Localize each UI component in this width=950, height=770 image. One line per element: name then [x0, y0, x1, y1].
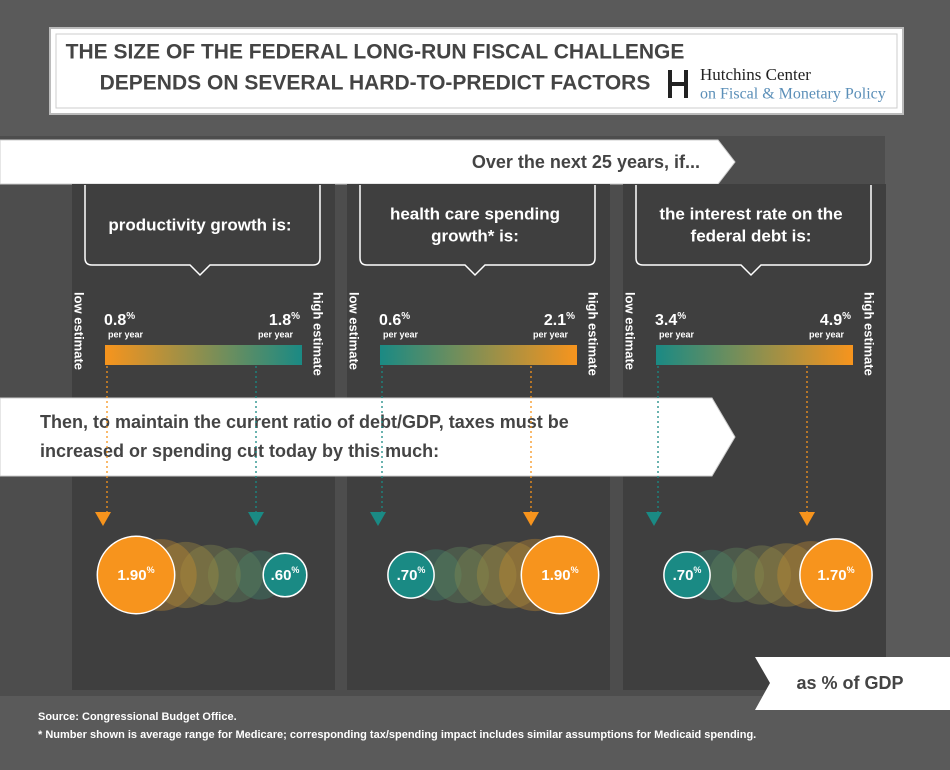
question: federal debt is:: [691, 226, 812, 245]
unit-note: as % of GDP: [796, 673, 903, 693]
question-bubble: [635, 185, 872, 277]
question: health care spending: [390, 204, 560, 223]
message-line: increased or spending cut today by this …: [40, 441, 439, 461]
title-line: THE SIZE OF THE FEDERAL LONG-RUN FISCAL …: [66, 41, 685, 64]
result-circle: [96, 535, 176, 615]
estimate-label: high estimate: [586, 292, 601, 376]
arrow: [95, 512, 111, 526]
result-label: .70%: [397, 565, 426, 584]
range-bar: [105, 345, 302, 365]
question: productivity growth is:: [108, 215, 291, 234]
org-name: Hutchins Center: [700, 65, 811, 84]
per-year: per year: [809, 329, 845, 339]
rate-unit: %: [126, 311, 135, 322]
per-year: per year: [258, 329, 294, 339]
result-value: 1.70: [817, 567, 846, 584]
result-label: 1.70%: [817, 565, 854, 584]
rate-value: 0.6: [379, 312, 401, 329]
per-year: per year: [383, 329, 419, 339]
arrow: [646, 512, 662, 526]
rate-unit: %: [401, 311, 410, 322]
rate-value: 0.8: [104, 312, 126, 329]
rate: 4.9%: [820, 311, 851, 330]
arrow: [799, 512, 815, 526]
result-label: 1.90%: [117, 565, 154, 584]
right-strip: [885, 136, 950, 696]
title-line: DEPENDS ON SEVERAL HARD-TO-PREDICT FACTO…: [100, 72, 651, 95]
message-banner: [0, 397, 736, 477]
rate-value: 1.8: [269, 312, 291, 329]
arrow: [370, 512, 386, 526]
question: growth* is:: [431, 226, 519, 245]
result-label: .60%: [271, 565, 300, 584]
per-year: per year: [108, 329, 144, 339]
result-circle: [663, 551, 711, 599]
trail-circle: [432, 546, 489, 604]
estimate-label: high estimate: [862, 292, 877, 376]
intro-banner: [0, 139, 736, 185]
question-bubble: [84, 185, 321, 277]
rate: 0.8%: [104, 311, 135, 330]
result-label: 1.90%: [541, 565, 578, 584]
title-box: [49, 27, 904, 115]
rate-unit: %: [842, 311, 851, 322]
result-circle: [387, 551, 435, 599]
trail-circle: [454, 544, 517, 606]
result-value: 1.90: [117, 567, 146, 584]
result-label: .70%: [673, 565, 702, 584]
per-year: per year: [659, 329, 695, 339]
trail-circle: [709, 547, 765, 603]
result-value: .60: [271, 567, 292, 584]
result-unit: %: [571, 565, 579, 575]
rate-unit: %: [677, 311, 686, 322]
org-subname: on Fiscal & Monetary Policy: [700, 86, 886, 103]
question-bubble: [359, 185, 596, 277]
per-year: per year: [533, 329, 569, 339]
rate: 2.1%: [544, 311, 575, 330]
result-unit: %: [417, 565, 425, 575]
estimate-label: low estimate: [347, 292, 362, 370]
rate: 1.8%: [269, 311, 300, 330]
result-value: 1.90: [541, 567, 570, 584]
range-bar: [380, 345, 577, 365]
estimate-label: low estimate: [623, 292, 638, 370]
result-unit: %: [147, 565, 155, 575]
question: the interest rate on the: [659, 204, 842, 223]
rate-value: 4.9: [820, 312, 842, 329]
trail-circle: [731, 545, 792, 605]
estimate-label: high estimate: [311, 292, 326, 376]
result-unit: %: [291, 565, 299, 575]
rate-value: 3.4: [655, 312, 677, 329]
result-value: .70: [673, 567, 694, 584]
trail-circle: [754, 543, 819, 607]
rate: 0.6%: [379, 311, 410, 330]
rate-unit: %: [566, 311, 575, 322]
range-bar: [656, 345, 853, 365]
result-circle: [799, 538, 873, 612]
result-circle: [520, 535, 600, 615]
title-box-inner: [55, 33, 898, 109]
logo-bar: [684, 70, 688, 98]
logo: [668, 70, 688, 98]
result-value: .70: [397, 567, 418, 584]
arrow: [248, 512, 264, 526]
rate-value: 2.1: [544, 312, 566, 329]
rate-unit: %: [291, 311, 300, 322]
result-unit: %: [693, 565, 701, 575]
estimate-label: low estimate: [72, 292, 87, 370]
unit-banner: [755, 657, 950, 710]
trail-circle: [180, 544, 241, 606]
intro-text: Over the next 25 years, if...: [472, 152, 700, 172]
source: Source: Congressional Budget Office.: [38, 711, 237, 723]
trail-circle: [207, 547, 263, 603]
footnote: * Number shown is average range for Medi…: [38, 729, 756, 741]
arrow: [523, 512, 539, 526]
message-line: Then, to maintain the current ratio of d…: [40, 412, 569, 432]
rate: 3.4%: [655, 311, 686, 330]
logo-bar: [672, 82, 684, 86]
result-unit: %: [847, 565, 855, 575]
result-circle: [262, 552, 308, 598]
logo-bar: [668, 70, 672, 98]
